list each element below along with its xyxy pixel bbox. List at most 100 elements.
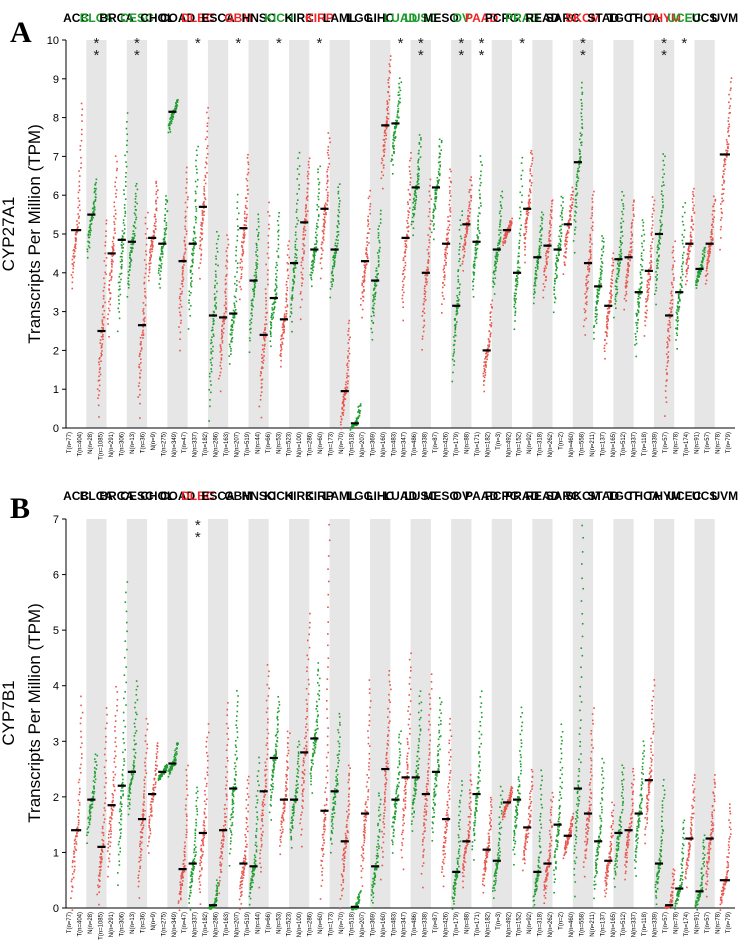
data-point bbox=[645, 312, 648, 315]
data-point bbox=[399, 101, 401, 104]
data-point bbox=[324, 206, 326, 209]
data-point bbox=[617, 275, 620, 278]
data-point bbox=[538, 254, 540, 256]
data-point bbox=[629, 246, 632, 249]
data-point bbox=[397, 103, 400, 105]
data-point bbox=[131, 246, 133, 249]
dot-strip-normal bbox=[674, 202, 687, 350]
data-point bbox=[317, 205, 320, 208]
data-point bbox=[161, 247, 164, 250]
data-point bbox=[682, 273, 684, 276]
data-point bbox=[681, 242, 684, 245]
data-point bbox=[620, 248, 622, 251]
data-point bbox=[548, 232, 550, 234]
data-point bbox=[642, 229, 645, 231]
data-point bbox=[148, 279, 150, 282]
data-point bbox=[680, 265, 683, 268]
data-point bbox=[120, 244, 123, 246]
data-point bbox=[401, 288, 404, 291]
data-point bbox=[153, 222, 156, 225]
data-point bbox=[73, 846, 76, 848]
y-axis-title: Transcripts Per Million (TPM) bbox=[25, 124, 44, 343]
data-point bbox=[144, 296, 147, 299]
data-point bbox=[690, 226, 692, 228]
data-point bbox=[671, 294, 673, 297]
data-point bbox=[658, 239, 660, 241]
data-point bbox=[333, 252, 336, 254]
data-point bbox=[506, 231, 509, 233]
data-point bbox=[611, 279, 614, 282]
data-point bbox=[629, 253, 632, 256]
data-point bbox=[132, 236, 135, 239]
data-point bbox=[256, 259, 259, 261]
data-point bbox=[417, 152, 420, 155]
x-tick-label: N(n=286) bbox=[214, 432, 220, 457]
data-point bbox=[714, 200, 717, 202]
data-point bbox=[139, 350, 142, 352]
dot-strip-normal bbox=[86, 753, 99, 845]
data-point bbox=[165, 224, 168, 226]
data-point bbox=[518, 255, 520, 258]
data-point bbox=[664, 415, 666, 417]
data-point bbox=[446, 245, 448, 247]
data-point bbox=[138, 393, 141, 396]
data-point bbox=[296, 193, 298, 195]
data-point bbox=[340, 415, 342, 418]
data-point bbox=[95, 178, 98, 181]
data-point bbox=[294, 256, 296, 259]
data-point bbox=[164, 236, 166, 239]
data-point bbox=[408, 193, 411, 195]
data-point bbox=[160, 270, 162, 273]
data-point bbox=[269, 330, 272, 333]
data-point bbox=[666, 356, 669, 359]
data-point bbox=[194, 199, 197, 201]
data-point bbox=[184, 225, 186, 228]
y-tick-label: 5 bbox=[53, 229, 59, 241]
data-point bbox=[134, 192, 137, 195]
data-point bbox=[558, 235, 560, 238]
data-point bbox=[326, 182, 328, 185]
data-point bbox=[348, 360, 350, 362]
data-point bbox=[686, 272, 688, 275]
data-point bbox=[345, 386, 348, 388]
data-point bbox=[626, 269, 629, 272]
data-point bbox=[226, 255, 228, 257]
data-point bbox=[548, 245, 550, 248]
x-tick-label: T(n=318) bbox=[538, 432, 544, 457]
data-point bbox=[250, 327, 252, 330]
data-point bbox=[194, 240, 197, 243]
data-point bbox=[236, 279, 238, 282]
data-point bbox=[567, 231, 570, 234]
data-point bbox=[149, 256, 151, 259]
data-point bbox=[122, 246, 125, 249]
data-point bbox=[174, 109, 177, 112]
data-point bbox=[424, 277, 427, 280]
data-point bbox=[217, 235, 220, 237]
data-point bbox=[640, 286, 642, 288]
data-point bbox=[148, 265, 151, 268]
data-point bbox=[414, 192, 417, 194]
data-point bbox=[305, 197, 308, 200]
data-point bbox=[98, 361, 100, 363]
data-point bbox=[644, 324, 647, 327]
data-point bbox=[128, 265, 131, 268]
data-point bbox=[214, 305, 216, 307]
data-point bbox=[659, 221, 662, 224]
data-point bbox=[631, 233, 633, 235]
data-point bbox=[374, 298, 376, 301]
data-point bbox=[317, 183, 320, 186]
data-point bbox=[142, 334, 145, 336]
data-point bbox=[322, 236, 325, 238]
data-point bbox=[472, 296, 475, 298]
data-point bbox=[384, 132, 387, 135]
data-point bbox=[539, 231, 541, 233]
data-point bbox=[169, 118, 171, 120]
data-point bbox=[381, 187, 384, 190]
column-shade bbox=[451, 40, 472, 428]
data-point bbox=[434, 189, 436, 192]
data-point bbox=[605, 342, 608, 345]
data-point bbox=[642, 221, 645, 224]
dot-strip-tumor bbox=[319, 132, 331, 280]
y-tick-label: 1 bbox=[53, 847, 59, 859]
data-point bbox=[142, 312, 145, 314]
